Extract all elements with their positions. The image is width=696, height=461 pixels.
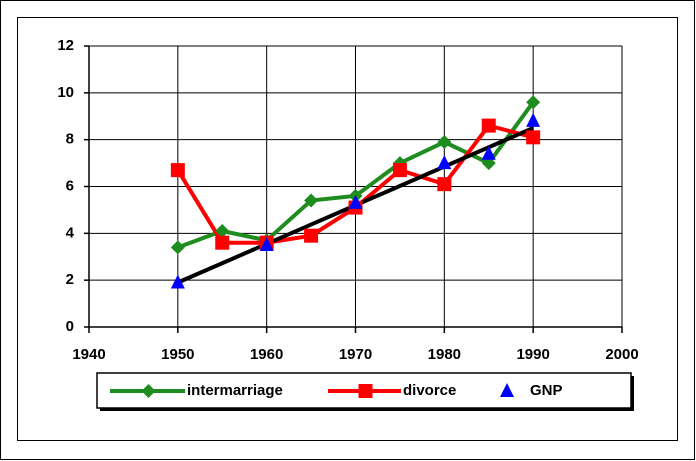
triangle-marker [500, 383, 514, 397]
x-tick-label: 1960 [250, 346, 283, 363]
diamond-marker [215, 223, 230, 238]
x-tick-label: 1950 [161, 346, 194, 363]
x-tick-label: 1990 [516, 346, 549, 363]
triangle-marker [170, 274, 185, 289]
y-tick-label: 2 [66, 271, 74, 288]
legend-label: intermarriage [187, 382, 283, 399]
x-tick-label: 1970 [339, 346, 372, 363]
y-tick-label: 0 [66, 318, 74, 335]
y-tick-label: 10 [57, 84, 74, 101]
square-marker [358, 384, 373, 398]
triangle-marker [348, 194, 363, 209]
triangle-marker [526, 112, 541, 127]
diamond-marker [526, 95, 541, 110]
diamond-marker [141, 384, 156, 398]
diamond-marker [304, 193, 319, 208]
x-tick-label: 2000 [605, 346, 638, 363]
legend-label: divorce [403, 382, 456, 399]
square-marker [170, 163, 185, 178]
square-marker [481, 118, 496, 133]
square-marker [526, 130, 541, 145]
y-tick-label: 8 [66, 131, 74, 148]
square-marker [392, 163, 407, 178]
x-tick-label: 1980 [428, 346, 461, 363]
square-marker [437, 177, 452, 192]
square-marker [215, 235, 230, 250]
chart-area-border [17, 17, 678, 441]
y-tick-label: 4 [66, 224, 75, 241]
triangle-marker [259, 237, 274, 252]
triangle-marker [481, 145, 496, 160]
y-tick-label: 12 [57, 37, 74, 54]
x-tick-label: 1940 [72, 346, 105, 363]
y-tick-label: 6 [66, 177, 74, 194]
legend-label: GNP [530, 382, 563, 399]
triangle-marker [437, 155, 452, 170]
diamond-marker [170, 240, 185, 255]
diamond-marker [437, 135, 452, 150]
square-marker [304, 228, 319, 243]
